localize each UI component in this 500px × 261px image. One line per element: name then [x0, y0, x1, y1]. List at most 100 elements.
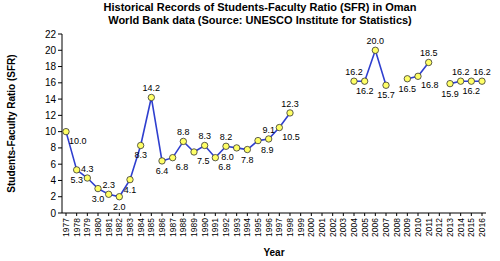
- data-label: 8.3: [134, 150, 147, 160]
- x-tick: [87, 213, 88, 216]
- data-point: [244, 146, 250, 152]
- x-tick: [322, 213, 323, 216]
- data-label: 7.8: [241, 155, 254, 165]
- data-label: 3.0: [92, 194, 105, 204]
- y-axis-title: Students-Faculty Ratio (SFR): [6, 54, 17, 192]
- data-point: [95, 185, 101, 191]
- x-tick-label: 2007: [381, 218, 391, 237]
- x-tick: [172, 213, 173, 216]
- data-label: 16.2: [356, 86, 374, 96]
- x-tick-label: 2015: [466, 218, 476, 237]
- y-tick-label: 22: [45, 29, 57, 40]
- x-tick-label: 1994: [242, 218, 252, 237]
- y-tick-label: 12: [45, 110, 57, 121]
- data-label: 6.8: [218, 162, 231, 172]
- x-tick-label: 1980: [93, 218, 103, 237]
- axes: 0246810121416182022197719781979198019811…: [45, 29, 487, 237]
- y-tick-label: 4: [50, 175, 56, 186]
- y-tick-label: 6: [50, 159, 56, 170]
- x-tick-label: 1983: [125, 218, 135, 237]
- y-tick-label: 20: [45, 45, 57, 56]
- x-tick: [140, 213, 141, 216]
- x-tick: [279, 213, 280, 216]
- x-tick-label: 2012: [434, 218, 444, 237]
- x-tick: [247, 213, 248, 216]
- data-label: 16.2: [452, 67, 470, 77]
- x-tick: [204, 213, 205, 216]
- x-tick-label: 2003: [338, 218, 348, 237]
- y-tick: [58, 99, 62, 100]
- data-point: [223, 143, 229, 149]
- x-tick: [300, 213, 301, 216]
- x-tick-label: 1992: [221, 218, 231, 237]
- data-point: [233, 145, 239, 151]
- data-label: 6.4: [156, 166, 169, 176]
- data-label: 4.3: [81, 164, 94, 174]
- x-tick-label: 1996: [264, 218, 274, 237]
- x-axis-line: [62, 213, 486, 214]
- data-point: [137, 142, 143, 148]
- x-tick: [482, 213, 483, 216]
- data-point: [276, 124, 282, 130]
- data-label: 8.9: [261, 145, 274, 155]
- data-point: [255, 137, 261, 143]
- x-tick: [183, 213, 184, 216]
- y-tick-label: 10: [45, 126, 57, 137]
- subtitle: World Bank data (Source: UNESCO Institut…: [108, 14, 412, 26]
- data-label: 12.3: [281, 99, 299, 109]
- data-label: 9.1: [262, 125, 275, 135]
- data-point: [361, 78, 367, 84]
- x-tick: [194, 213, 195, 216]
- y-tick: [58, 131, 62, 132]
- data-point: [447, 80, 453, 86]
- x-tick: [268, 213, 269, 216]
- data-point: [105, 191, 111, 197]
- x-tick-label: 2013: [445, 218, 455, 237]
- x-tick-label: 2008: [392, 218, 402, 237]
- x-tick: [119, 213, 120, 216]
- x-tick: [364, 213, 365, 216]
- y-tick: [58, 66, 62, 67]
- data-point: [372, 47, 378, 53]
- x-tick: [450, 213, 451, 216]
- data-point: [415, 73, 421, 79]
- x-tick: [130, 213, 131, 216]
- y-tick: [58, 34, 62, 35]
- x-tick: [332, 213, 333, 216]
- x-tick-label: 1982: [114, 218, 124, 237]
- x-tick: [375, 213, 376, 216]
- x-tick-label: 1989: [189, 218, 199, 237]
- data-point: [180, 138, 186, 144]
- data-label: 16.2: [463, 86, 481, 96]
- x-tick-label: 2000: [306, 218, 316, 237]
- x-tick-label: 2014: [456, 218, 466, 237]
- data-point: [159, 158, 165, 164]
- x-tick: [162, 213, 163, 216]
- x-tick-label: 2001: [317, 218, 327, 237]
- y-tick-label: 18: [45, 61, 57, 72]
- y-tick: [58, 147, 62, 148]
- x-tick-label: 2010: [413, 218, 423, 237]
- data-label: 5.3: [70, 175, 83, 185]
- plot-area: [63, 47, 485, 200]
- x-tick: [428, 213, 429, 216]
- data-label: 2.0: [113, 202, 126, 212]
- x-tick-label: 2004: [349, 218, 359, 237]
- x-tick: [439, 213, 440, 216]
- x-tick-label: 1999: [296, 218, 306, 237]
- y-tick-label: 8: [50, 142, 56, 153]
- x-tick: [258, 213, 259, 216]
- data-point: [63, 128, 69, 134]
- x-tick-label: 1979: [82, 218, 92, 237]
- x-tick: [396, 213, 397, 216]
- data-label: 4.1: [124, 185, 137, 195]
- x-tick-label: 2005: [360, 218, 370, 237]
- data-point: [351, 78, 357, 84]
- data-label: 15.7: [377, 90, 395, 100]
- x-tick-label: 1978: [72, 218, 82, 237]
- chart: Historical Records of Students-Faculty R…: [0, 0, 500, 261]
- data-line: [66, 50, 482, 196]
- data-label: 2.3: [102, 180, 115, 190]
- data-point: [287, 110, 293, 116]
- data-label: 7.5: [197, 156, 210, 166]
